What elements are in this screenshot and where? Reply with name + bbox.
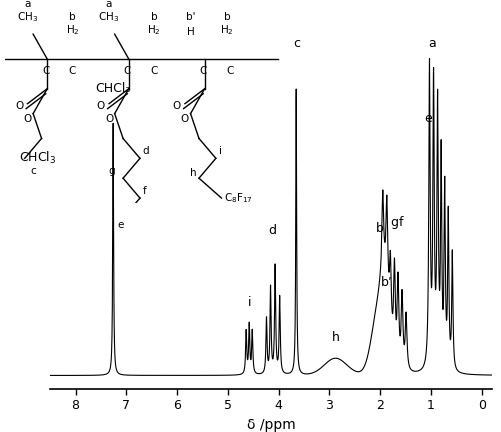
Text: b: b <box>223 12 230 22</box>
Text: d: d <box>268 224 276 237</box>
Text: d: d <box>142 146 149 156</box>
Text: O: O <box>180 114 189 124</box>
Text: g: g <box>108 166 114 176</box>
Text: O: O <box>24 114 32 124</box>
Text: C: C <box>42 67 50 76</box>
Text: C: C <box>150 67 157 76</box>
X-axis label: δ /ppm: δ /ppm <box>246 418 295 432</box>
Text: C: C <box>123 67 131 76</box>
Text: e: e <box>117 220 123 230</box>
Text: e: e <box>424 112 431 125</box>
Text: H$_2$: H$_2$ <box>147 23 160 37</box>
Text: a: a <box>427 37 435 50</box>
Text: CHCl₃: CHCl₃ <box>95 83 131 95</box>
Text: b: b <box>69 12 76 22</box>
Text: a: a <box>106 0 112 10</box>
Text: H$_2$: H$_2$ <box>66 23 79 37</box>
Text: CHCl$_3$: CHCl$_3$ <box>19 150 56 166</box>
Text: C: C <box>226 67 233 76</box>
Text: O: O <box>172 101 180 111</box>
Text: i: i <box>247 296 250 309</box>
Text: O: O <box>15 101 23 111</box>
Text: CH$_3$: CH$_3$ <box>98 10 119 24</box>
Text: c: c <box>30 166 36 176</box>
Text: g: g <box>390 216 398 229</box>
Text: O: O <box>105 114 113 124</box>
Text: f: f <box>397 216 402 229</box>
Text: b’: b’ <box>380 276 391 289</box>
Text: C: C <box>199 67 206 76</box>
Text: CH$_3$: CH$_3$ <box>17 10 38 24</box>
Text: H$_2$: H$_2$ <box>220 23 233 37</box>
Text: C$_8$F$_{17}$: C$_8$F$_{17}$ <box>224 191 253 205</box>
Text: b': b' <box>185 12 195 22</box>
Text: h: h <box>189 168 196 178</box>
Text: f: f <box>142 186 146 196</box>
Text: H: H <box>186 27 194 37</box>
Text: C: C <box>69 67 76 76</box>
Text: c: c <box>293 37 300 50</box>
Text: h: h <box>331 331 339 344</box>
Text: i: i <box>218 146 221 156</box>
Text: b: b <box>150 12 157 22</box>
Text: a: a <box>24 0 31 10</box>
Text: b: b <box>376 222 383 235</box>
Text: O: O <box>96 101 105 111</box>
